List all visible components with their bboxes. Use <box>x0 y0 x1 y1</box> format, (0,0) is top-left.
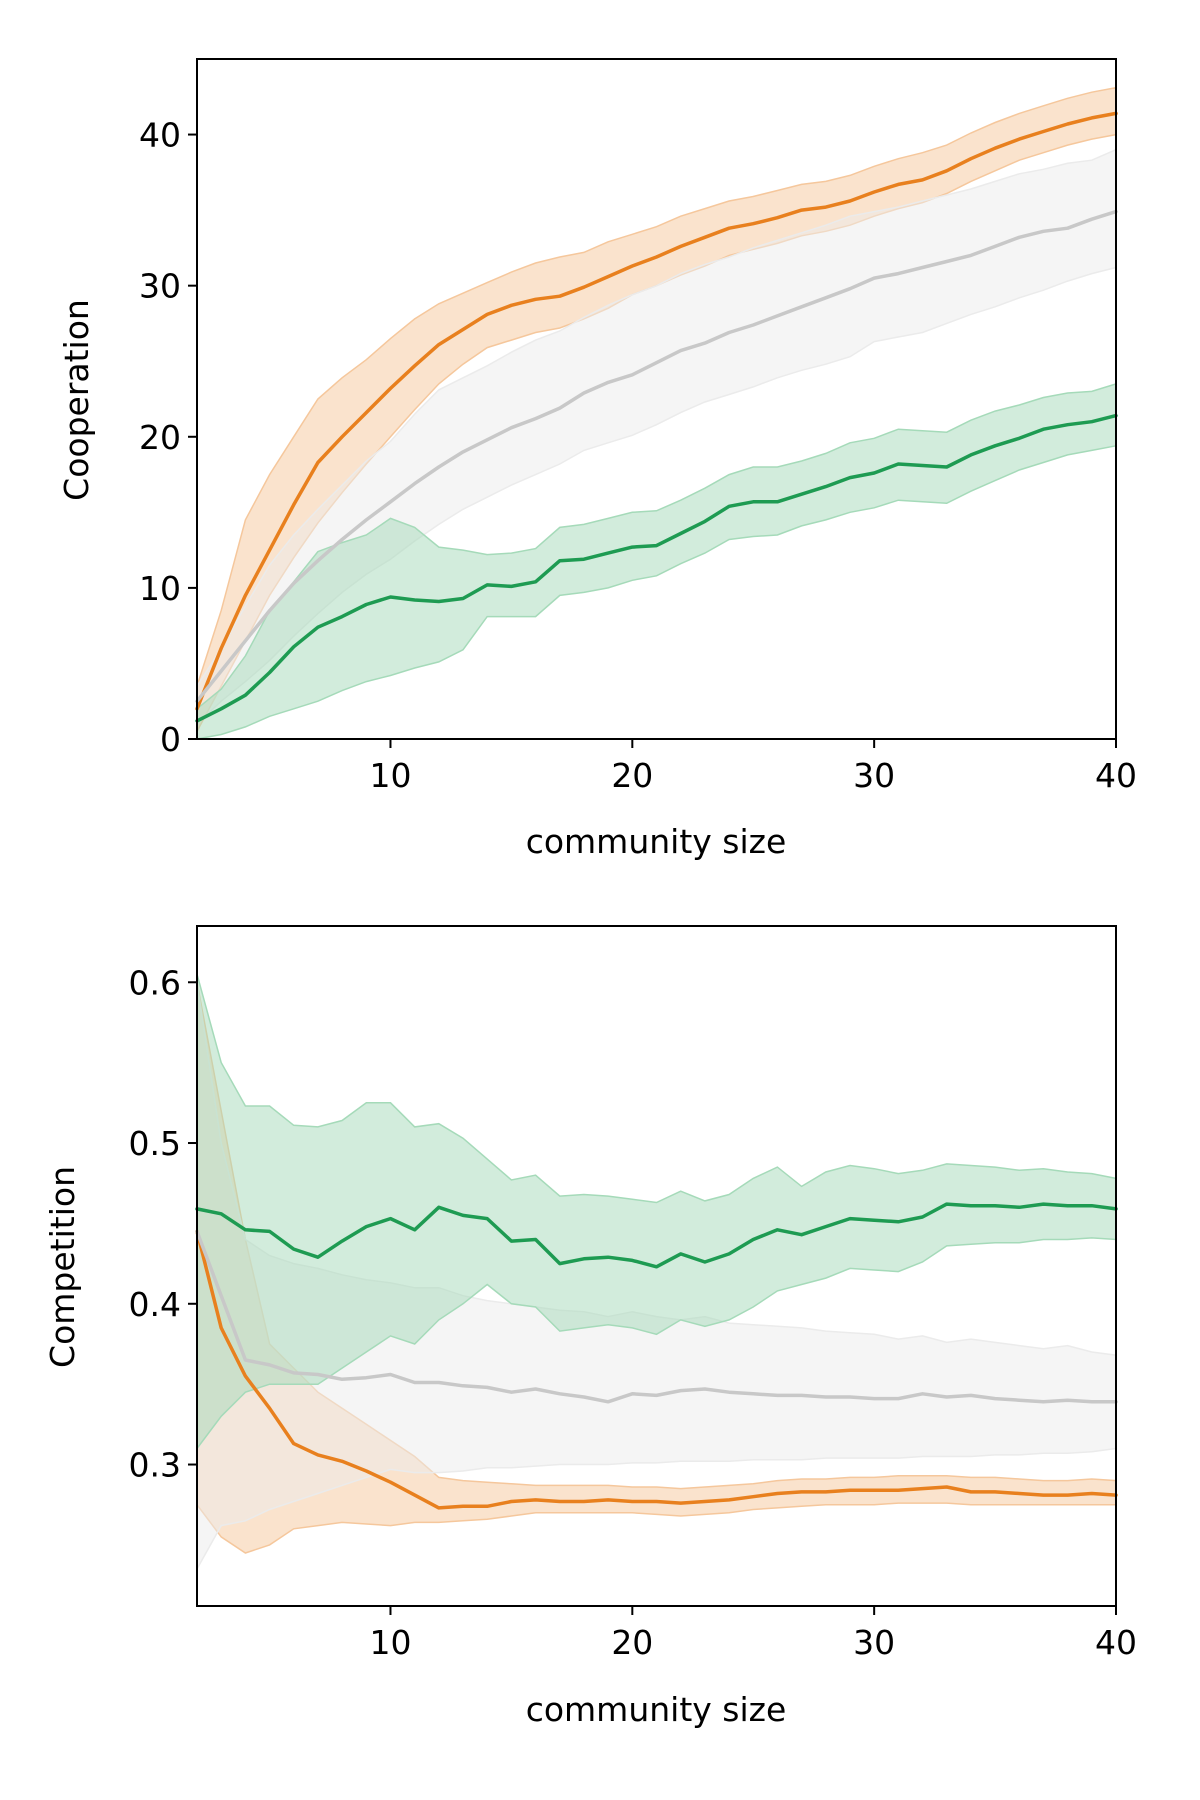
cooperation-ticks: 10 20 30 40 0 10 20 30 40 <box>139 116 1137 795</box>
competition-orange-line <box>195 1229 1118 1510</box>
cooperation-y-tick-label: 0 <box>160 720 181 759</box>
competition-green-line <box>195 1202 1118 1269</box>
competition-y-tick-label: 0.3 <box>129 1446 181 1485</box>
cooperation-x-tick-label: 30 <box>853 756 895 795</box>
cooperation-x-axis-label: community size <box>526 822 787 861</box>
cooperation-x-tick-label: 40 <box>1095 756 1137 795</box>
competition-y-tick-label: 0.5 <box>129 1124 181 1163</box>
competition-x-tick-label: 40 <box>1095 1623 1137 1662</box>
competition-y-axis-label: Competition <box>43 1166 82 1368</box>
cooperation-x-tick-label: 10 <box>369 756 411 795</box>
competition-x-tick-label: 30 <box>853 1623 895 1662</box>
cooperation-orange-line <box>195 111 1118 711</box>
competition-ticks: 10 20 30 40 0.3 0.4 0.5 0.6 <box>129 963 1137 1662</box>
competition-series <box>195 974 1118 1572</box>
cooperation-axes-frame <box>196 58 1117 740</box>
cooperation-y-tick-label: 10 <box>139 569 181 608</box>
cooperation-series <box>195 86 1118 740</box>
cooperation-y-axis-label: Cooperation <box>57 299 96 501</box>
cooperation-y-tick-label: 40 <box>139 116 181 155</box>
competition-gray-line <box>195 1229 1118 1404</box>
cooperation-green-line <box>195 413 1118 723</box>
competition-x-tick-label: 10 <box>369 1623 411 1662</box>
cooperation-panel: 10 20 30 40 0 10 20 30 40 community size Coopera… <box>57 58 1137 861</box>
cooperation-y-tick-label: 20 <box>139 418 181 457</box>
cooperation-y-tick-label: 30 <box>139 267 181 306</box>
competition-y-tick-label: 0.6 <box>129 963 181 1002</box>
competition-axes-frame <box>196 925 1117 1607</box>
competition-y-tick-label: 0.4 <box>129 1285 181 1324</box>
competition-x-tick-label: 20 <box>611 1623 653 1662</box>
competition-x-axis-label: community size <box>526 1690 787 1729</box>
cooperation-gray-line <box>195 209 1118 703</box>
cooperation-x-tick-label: 20 <box>611 756 653 795</box>
competition-panel: 10 20 30 40 0.3 0.4 0.5 0.6 community size Comp… <box>43 925 1137 1729</box>
